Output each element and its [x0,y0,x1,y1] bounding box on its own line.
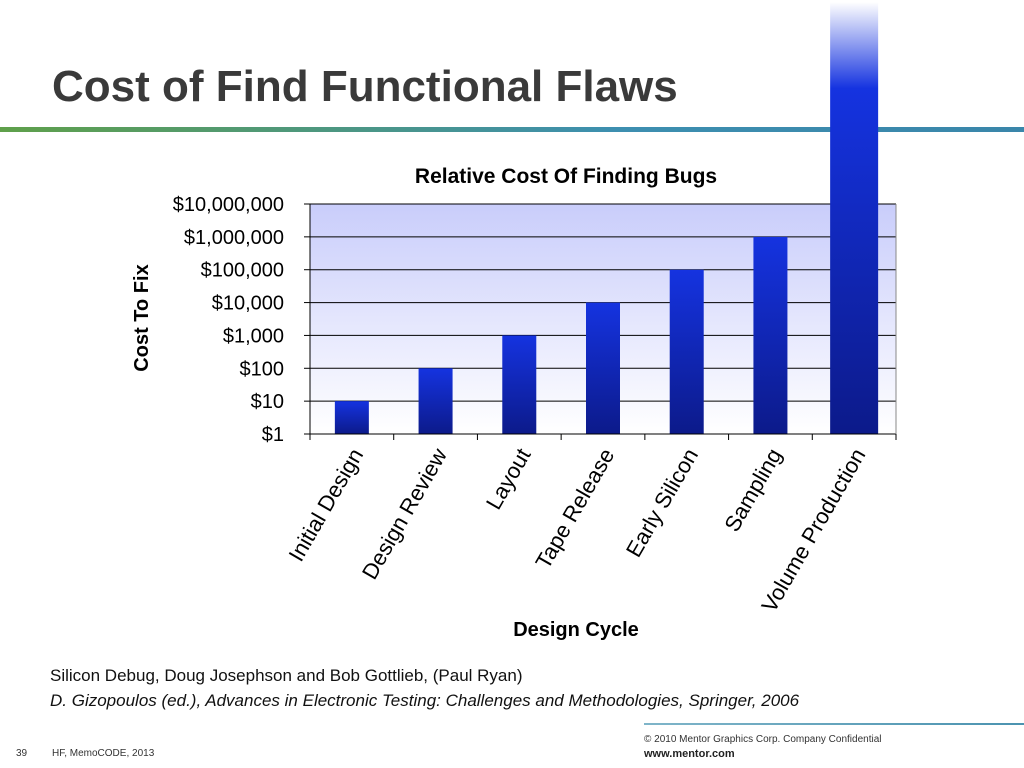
bar-early-silicon [669,269,704,434]
y-tick-label: $10,000 [212,293,284,315]
y-tick-label: $1,000,000 [184,227,284,249]
y-tick-label: $100 [240,358,285,380]
copyright-notice: © 2010 Mentor Graphics Corp. Company Con… [644,734,882,745]
y-tick-labels: $1 $10 $100 $1,000 $10,000 $100,000 $1,000,000… [173,194,310,446]
y-tick-label: $1 [262,424,284,446]
y-tick-label: $10,000,000 [173,194,284,216]
y-tick-label: $1,000 [223,325,284,347]
title-rule [0,127,1024,132]
bar-layout [502,335,537,434]
chart-container: $1 $10 $100 $1,000 $10,000 $100,000 $1,000,000… [131,2,897,641]
reference-1: Silicon Debug, Doug Josephson and Bob Go… [50,666,523,685]
axes [309,204,897,440]
x-axis-label: Design Cycle [513,619,639,641]
bar-initial-design [334,401,369,434]
x-tick-label: Design Review [357,444,452,584]
bar-volume-production [830,2,879,434]
reference-2: D. Gizopoulos (ed.), Advances in Electro… [50,691,800,710]
x-tick-label: Sampling [719,444,787,536]
footer-rule [644,723,1024,725]
y-tick-label: $100,000 [201,260,284,282]
company-website: www.mentor.com [644,748,735,760]
bar-sampling [753,236,788,434]
chart-title: Relative Cost Of Finding Bugs [415,165,717,188]
x-tick-label: Initial Design [284,444,369,566]
bar-chart: $1 $10 $100 $1,000 $10,000 $100,000 $1,000,000… [131,2,897,641]
y-tick-label: $10 [251,391,284,413]
y-axis-label: Cost To Fix [131,264,153,371]
slide-title: Cost of Find Functional Flaws [52,62,678,111]
x-tick-label: Early Silicon [621,444,703,561]
x-tick-label: Tape Release [530,444,619,573]
bar-tape-release [586,302,620,434]
page-number: 39 [16,748,28,759]
references: Silicon Debug, Doug Josephson and Bob Go… [50,663,799,713]
x-tick-label: Layout [481,444,536,514]
event-label: HF, MemoCODE, 2013 [52,748,155,759]
bars [334,2,879,434]
bar-design-review [418,368,453,434]
